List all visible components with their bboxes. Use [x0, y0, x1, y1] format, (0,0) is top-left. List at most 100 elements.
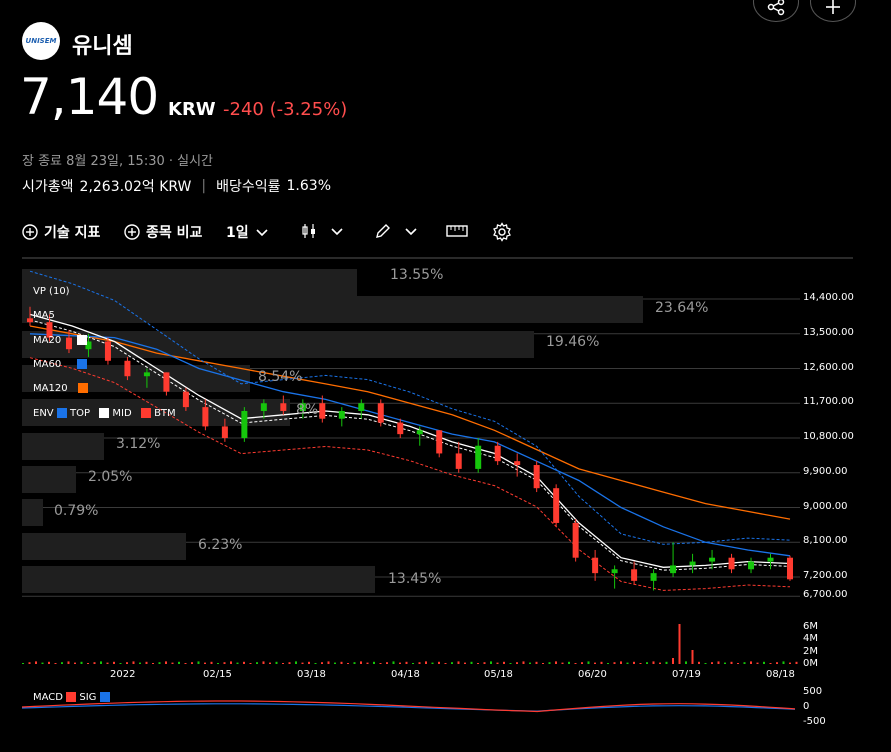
volume-bar — [353, 662, 356, 664]
legend-ma120[interactable]: MA120 — [33, 383, 88, 394]
chevron-down-icon — [256, 229, 268, 237]
candle-body — [533, 465, 540, 489]
ruler-icon — [446, 225, 468, 237]
candle-body — [104, 341, 111, 361]
volume-bar — [743, 662, 746, 664]
volume-bar — [672, 658, 674, 664]
volume-bar — [327, 661, 330, 664]
ma20-line — [29, 313, 791, 568]
candle-body — [182, 391, 189, 408]
legend-ma120-label: MA120 — [33, 383, 68, 394]
volume-bar — [737, 663, 739, 664]
price-chart[interactable] — [0, 250, 891, 752]
volume-bar — [113, 661, 115, 664]
volume-bar — [282, 663, 284, 664]
dividend-value: 1.63% — [286, 178, 331, 194]
volume-bar — [451, 662, 453, 664]
candle-body — [787, 557, 793, 580]
price-axis-label: 13,500.00 — [803, 326, 854, 338]
volume-bar — [87, 663, 89, 664]
macd-axis-label: 0 — [803, 701, 810, 712]
candle-body — [377, 403, 384, 423]
volume-bar — [158, 662, 161, 664]
volume-bar — [594, 662, 596, 664]
legend-macd[interactable]: MACD SIG — [33, 692, 110, 703]
volume-bar — [392, 661, 395, 664]
ma60-swatch — [77, 359, 88, 369]
legend-env[interactable]: ENV TOP MID BTM — [33, 408, 176, 419]
market-cap-value: 2,263.02억 KRW — [79, 179, 192, 195]
volume-profile-percent: 23.64% — [655, 300, 709, 316]
plus-circle-icon — [22, 224, 38, 240]
volume-bar — [308, 661, 310, 664]
volume-bar — [334, 662, 336, 664]
compare-label: 종목 비교 — [146, 225, 203, 241]
candle-body — [163, 372, 170, 392]
volume-bar — [74, 662, 76, 664]
volume-bar — [613, 662, 616, 664]
price-axis-label: 9,000.00 — [803, 500, 848, 512]
volume-bar — [678, 624, 681, 664]
volume-bar — [503, 661, 505, 664]
volume-bar — [691, 650, 694, 664]
volume-axis-label: 6M — [803, 621, 818, 632]
legend-ma20[interactable]: MA20 — [33, 335, 88, 346]
price-axis-label: 14,400.00 — [803, 292, 854, 303]
volume-bar — [555, 661, 557, 664]
volume-bar — [633, 661, 635, 664]
chevron-down-icon — [405, 228, 417, 236]
drawing-tools-dropdown[interactable] — [374, 222, 418, 240]
add-button[interactable] — [810, 0, 856, 22]
volume-bar — [262, 661, 265, 664]
volume-bar — [529, 662, 531, 664]
volume-bar — [204, 662, 206, 664]
volume-bar — [191, 662, 193, 664]
indicators-button[interactable]: 기술 지표 — [22, 222, 100, 242]
legend-ma60[interactable]: MA60 — [33, 359, 88, 370]
candle-body — [572, 522, 579, 558]
volume-bar — [61, 662, 63, 664]
volume-bar — [685, 661, 687, 664]
volume-bar — [210, 661, 213, 664]
volume-bar — [581, 662, 583, 664]
measure-button[interactable] — [446, 222, 468, 240]
legend-ma60-label: MA60 — [33, 359, 62, 370]
volume-bar — [470, 661, 473, 664]
volume-bar — [126, 662, 128, 664]
price-axis-label: 8,100.00 — [803, 535, 848, 547]
x-axis-label: 03/18 — [297, 669, 326, 680]
price-axis-label: 6,700.00 — [803, 589, 848, 601]
volume-bar — [405, 661, 408, 664]
volume-bar — [659, 662, 661, 664]
volume-profile-bar — [22, 433, 104, 460]
price-axis-label: 11,700.00 — [803, 396, 854, 408]
volume-bar — [340, 661, 343, 664]
legend-ma5[interactable]: MA5 — [33, 310, 55, 321]
volume-profile-percent: 8% — [296, 402, 319, 418]
interval-dropdown[interactable]: 1일 — [226, 222, 269, 242]
settings-button[interactable] — [492, 222, 512, 242]
legend-vp[interactable]: VP (10) — [33, 286, 70, 297]
volume-bar — [184, 663, 187, 664]
volume-axis-label: 0M — [803, 658, 818, 669]
chart-type-dropdown[interactable] — [300, 222, 344, 240]
legend-macd-label: MACD — [33, 692, 63, 703]
volume-bar — [776, 662, 778, 664]
x-axis-label: 06/20 — [578, 669, 607, 680]
volume-bar — [314, 663, 317, 664]
volume-bar — [139, 662, 141, 664]
share-button[interactable] — [753, 0, 799, 22]
compare-button[interactable]: 종목 비교 — [124, 222, 202, 242]
volume-profile-bar — [22, 499, 43, 526]
volume-profile-bar — [22, 296, 643, 323]
candle-body — [358, 403, 365, 411]
volume-bar — [321, 662, 323, 664]
volume-bar — [217, 663, 219, 664]
share-icon — [767, 0, 785, 16]
candle-body — [202, 407, 209, 427]
volume-bar — [561, 662, 564, 664]
volume-bar — [711, 662, 713, 664]
candle-body — [65, 337, 72, 350]
mid-swatch — [99, 408, 110, 418]
volume-bar — [769, 663, 772, 664]
